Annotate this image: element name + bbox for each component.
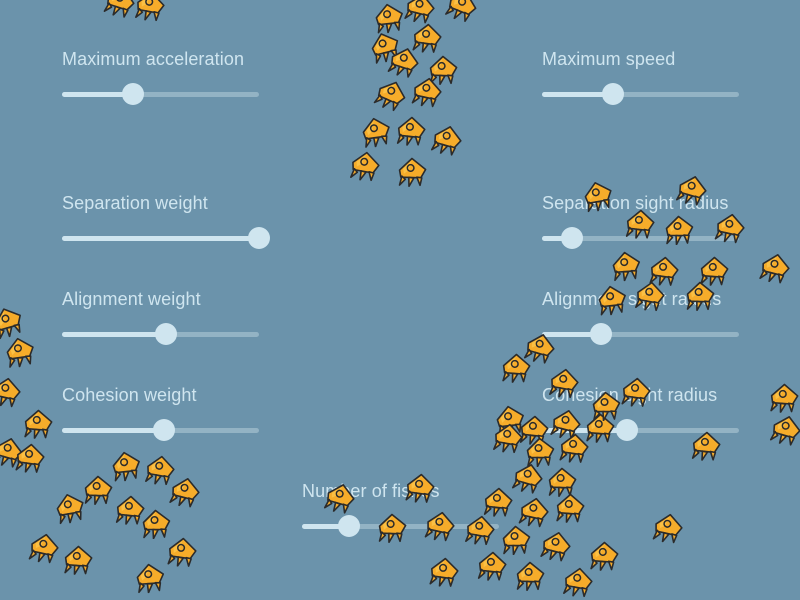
label-cohesion-sight-radius: Cohesion sight radius xyxy=(542,385,718,405)
slider-cohesion-weight[interactable] xyxy=(62,419,259,441)
control-separation-sight-radius[interactable]: Separation sight radius xyxy=(542,192,782,249)
control-separation-weight[interactable]: Separation weight xyxy=(62,192,302,249)
slider-alignment-sight-radius[interactable] xyxy=(542,323,739,345)
slider-handle[interactable] xyxy=(121,83,144,105)
control-cohesion-sight-radius[interactable]: Cohesion sight radius xyxy=(542,384,782,441)
slider-fill xyxy=(542,428,627,433)
slider-separation-weight[interactable] xyxy=(62,227,270,249)
slider-separation-sight-radius[interactable] xyxy=(542,227,739,249)
slider-fill xyxy=(542,92,613,97)
label-separation-sight-radius: Separation sight radius xyxy=(542,193,729,213)
slider-cohesion-sight-radius[interactable] xyxy=(542,419,739,441)
slider-handle[interactable] xyxy=(590,323,613,345)
slider-maximum-speed[interactable] xyxy=(542,83,739,105)
slider-maximum-acceleration[interactable] xyxy=(62,83,259,105)
control-maximum-speed[interactable]: Maximum speed xyxy=(542,48,782,105)
slider-handle[interactable] xyxy=(338,515,361,537)
control-alignment-sight-radius[interactable]: Alignment sight radius xyxy=(542,288,782,345)
slider-fill xyxy=(542,236,572,241)
label-separation-weight: Separation weight xyxy=(62,193,208,213)
label-alignment-sight-radius: Alignment sight radius xyxy=(542,289,722,309)
slider-track[interactable] xyxy=(542,332,739,337)
slider-fill xyxy=(62,92,133,97)
slider-track[interactable] xyxy=(542,428,739,433)
slider-handle[interactable] xyxy=(560,227,583,249)
slider-handle[interactable] xyxy=(601,83,624,105)
label-number-of-fishes: Number of fishes xyxy=(302,481,440,501)
slider-fill xyxy=(62,236,259,241)
label-alignment-weight: Alignment weight xyxy=(62,289,201,309)
slider-handle[interactable] xyxy=(155,323,178,345)
control-number-of-fishes[interactable]: Number of fishes xyxy=(302,480,542,537)
slider-fill xyxy=(302,524,350,529)
slider-alignment-weight[interactable] xyxy=(62,323,259,345)
slider-fill xyxy=(542,332,602,337)
label-cohesion-weight: Cohesion weight xyxy=(62,385,197,405)
label-maximum-speed: Maximum speed xyxy=(542,49,676,69)
control-maximum-acceleration[interactable]: Maximum acceleration xyxy=(62,48,302,105)
slider-fill xyxy=(62,332,167,337)
slider-fill xyxy=(62,428,165,433)
slider-handle[interactable] xyxy=(615,419,638,441)
slider-track[interactable] xyxy=(542,92,739,97)
control-cohesion-weight[interactable]: Cohesion weight xyxy=(62,384,302,441)
label-maximum-acceleration: Maximum acceleration xyxy=(62,49,245,69)
control-alignment-weight[interactable]: Alignment weight xyxy=(62,288,302,345)
slider-handle[interactable] xyxy=(153,419,176,441)
slider-track[interactable] xyxy=(62,92,259,97)
slider-number-of-fishes[interactable] xyxy=(302,515,499,537)
slider-handle[interactable] xyxy=(248,227,270,249)
